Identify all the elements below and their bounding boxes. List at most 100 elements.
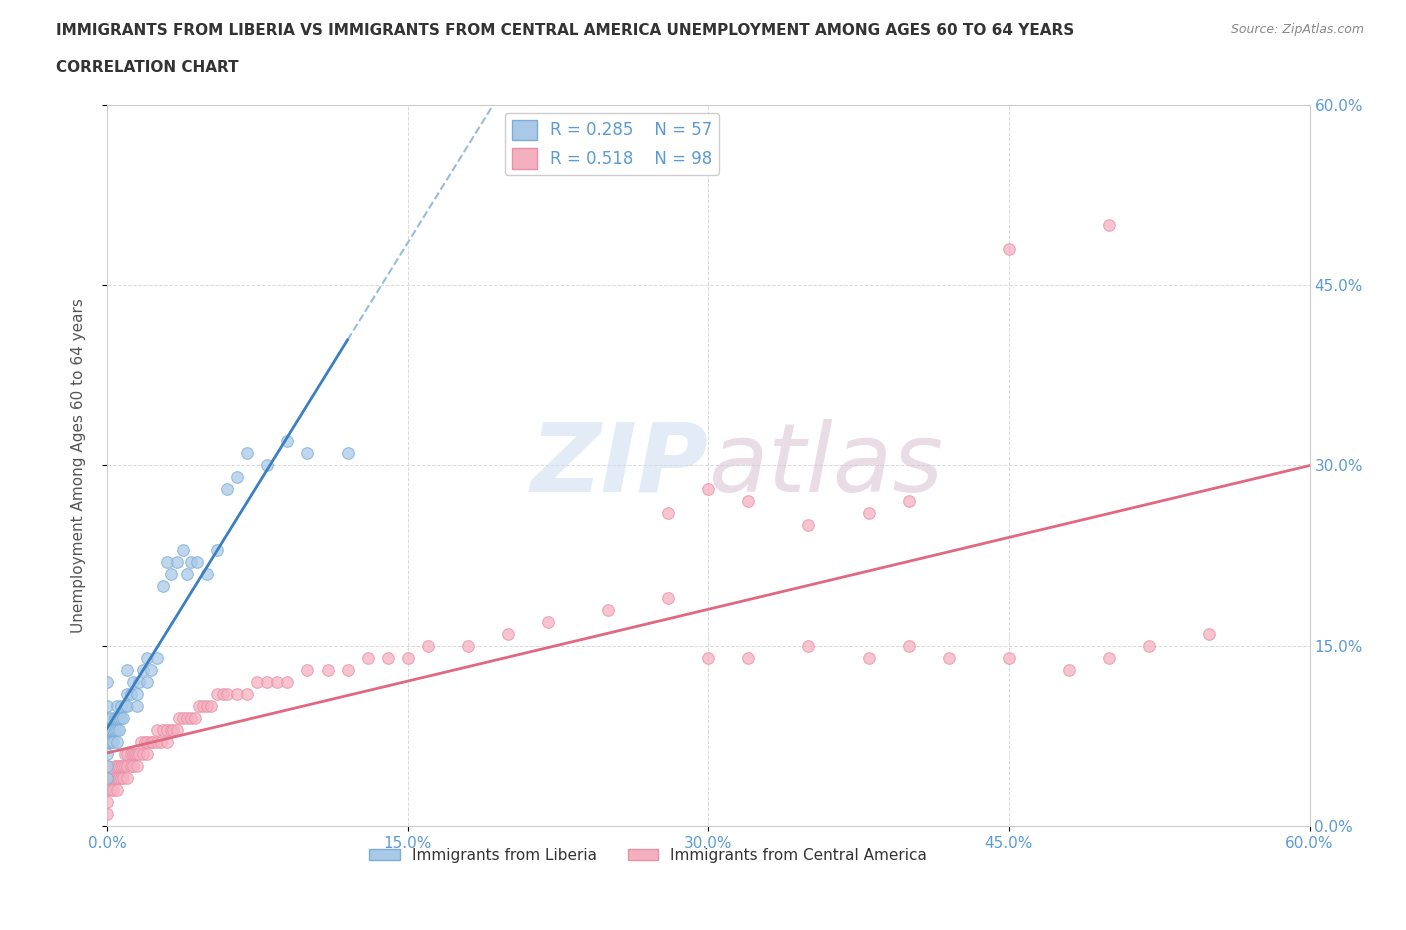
Point xyxy=(96,770,118,785)
Point xyxy=(998,242,1021,257)
Point xyxy=(897,494,920,509)
Point xyxy=(114,759,136,774)
Point xyxy=(101,770,124,785)
Point xyxy=(100,782,122,797)
Point xyxy=(142,735,165,750)
Point xyxy=(136,747,159,762)
Point xyxy=(96,747,118,762)
Point xyxy=(150,735,173,750)
Point xyxy=(136,735,159,750)
Point xyxy=(256,674,278,689)
Point xyxy=(105,698,128,713)
Point xyxy=(396,650,419,665)
Point xyxy=(112,711,135,725)
Point xyxy=(226,686,249,701)
Point xyxy=(596,603,619,618)
Point xyxy=(112,770,135,785)
Point xyxy=(100,770,122,785)
Point xyxy=(132,662,155,677)
Point xyxy=(297,662,319,677)
Point xyxy=(105,759,128,774)
Point xyxy=(105,723,128,737)
Point xyxy=(98,723,121,737)
Point xyxy=(129,735,152,750)
Point xyxy=(141,735,163,750)
Point xyxy=(1198,626,1220,641)
Point xyxy=(108,759,131,774)
Point xyxy=(226,470,249,485)
Point xyxy=(128,747,150,762)
Point xyxy=(657,591,679,605)
Point xyxy=(172,542,194,557)
Point xyxy=(96,735,118,750)
Point xyxy=(108,723,131,737)
Legend: Immigrants from Liberia, Immigrants from Central America: Immigrants from Liberia, Immigrants from… xyxy=(363,842,934,869)
Point xyxy=(120,747,142,762)
Point xyxy=(737,650,759,665)
Point xyxy=(697,650,720,665)
Text: IMMIGRANTS FROM LIBERIA VS IMMIGRANTS FROM CENTRAL AMERICA UNEMPLOYMENT AMONG AG: IMMIGRANTS FROM LIBERIA VS IMMIGRANTS FR… xyxy=(56,23,1074,38)
Point xyxy=(236,686,259,701)
Point xyxy=(1098,218,1121,232)
Point xyxy=(184,711,207,725)
Point xyxy=(110,698,132,713)
Point xyxy=(146,650,169,665)
Point xyxy=(217,482,239,497)
Point xyxy=(176,566,198,581)
Point xyxy=(336,662,359,677)
Point xyxy=(858,650,880,665)
Point xyxy=(115,759,138,774)
Point xyxy=(180,711,202,725)
Point xyxy=(146,723,169,737)
Point xyxy=(180,554,202,569)
Point xyxy=(167,711,190,725)
Point xyxy=(100,711,122,725)
Point xyxy=(156,554,179,569)
Point xyxy=(152,723,174,737)
Point xyxy=(101,782,124,797)
Point xyxy=(105,782,128,797)
Point xyxy=(122,759,145,774)
Point xyxy=(195,566,218,581)
Point xyxy=(217,686,239,701)
Point xyxy=(160,566,183,581)
Point xyxy=(96,759,118,774)
Text: CORRELATION CHART: CORRELATION CHART xyxy=(56,60,239,75)
Point xyxy=(697,482,720,497)
Point xyxy=(100,723,122,737)
Point xyxy=(172,711,194,725)
Point xyxy=(96,770,118,785)
Point xyxy=(1057,662,1080,677)
Point xyxy=(122,674,145,689)
Point xyxy=(115,747,138,762)
Point xyxy=(98,735,121,750)
Point xyxy=(256,458,278,472)
Point xyxy=(105,711,128,725)
Point xyxy=(124,747,146,762)
Point xyxy=(136,650,159,665)
Point xyxy=(897,638,920,653)
Point xyxy=(96,674,118,689)
Point xyxy=(200,698,222,713)
Point xyxy=(377,650,399,665)
Point xyxy=(276,434,298,449)
Point xyxy=(797,638,820,653)
Point xyxy=(156,735,179,750)
Point xyxy=(657,506,679,521)
Point xyxy=(276,674,298,689)
Point xyxy=(115,770,138,785)
Point xyxy=(110,711,132,725)
Point xyxy=(105,735,128,750)
Point xyxy=(156,723,179,737)
Point xyxy=(104,759,127,774)
Point xyxy=(858,506,880,521)
Point xyxy=(195,698,218,713)
Point xyxy=(537,614,560,629)
Point xyxy=(127,759,149,774)
Point xyxy=(134,735,156,750)
Point xyxy=(122,747,145,762)
Point xyxy=(176,711,198,725)
Point xyxy=(108,770,131,785)
Point xyxy=(416,638,439,653)
Point xyxy=(166,723,188,737)
